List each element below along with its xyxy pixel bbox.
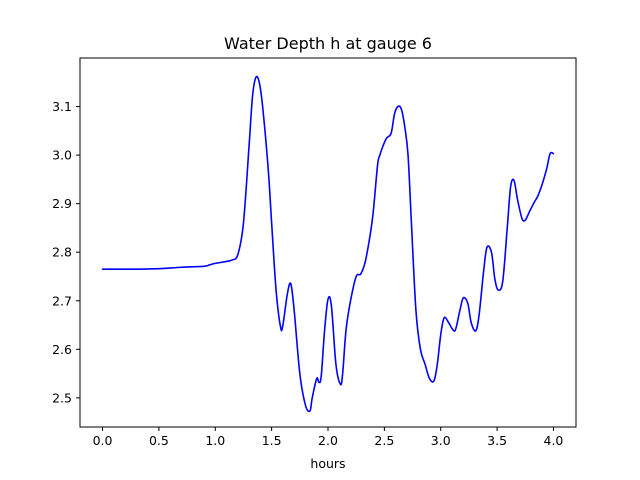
y-tick-label: 2.9 — [52, 196, 72, 211]
x-tick-label: 0.0 — [93, 433, 113, 448]
x-axis-label: hours — [310, 456, 345, 471]
x-tick-label: 3.5 — [487, 433, 507, 448]
x-tick-label: 2.0 — [318, 433, 338, 448]
y-tick-label: 3.1 — [52, 99, 72, 114]
x-tick-label: 2.5 — [374, 433, 394, 448]
x-tick-label: 4.0 — [544, 433, 564, 448]
y-tick-label: 2.5 — [52, 390, 72, 405]
y-tick-label: 2.7 — [52, 293, 72, 308]
x-axis-ticks: 0.0 0.5 1.0 1.5 2.0 2.5 3.0 3.5 4.0 — [93, 427, 564, 448]
y-axis-ticks: 2.5 2.6 2.7 2.8 2.9 3.0 3.1 — [52, 99, 80, 405]
x-tick-label: 1.0 — [205, 433, 225, 448]
x-tick-label: 1.5 — [262, 433, 282, 448]
x-tick-label: 0.5 — [149, 433, 169, 448]
x-tick-label: 3.0 — [431, 433, 451, 448]
y-tick-label: 2.8 — [52, 245, 72, 260]
y-tick-label: 2.6 — [52, 342, 72, 357]
axes-frame — [79, 57, 577, 428]
series-line — [101, 75, 555, 413]
y-tick-label: 3.0 — [52, 148, 72, 163]
chart-title: Water Depth h at gauge 6 — [224, 34, 432, 53]
